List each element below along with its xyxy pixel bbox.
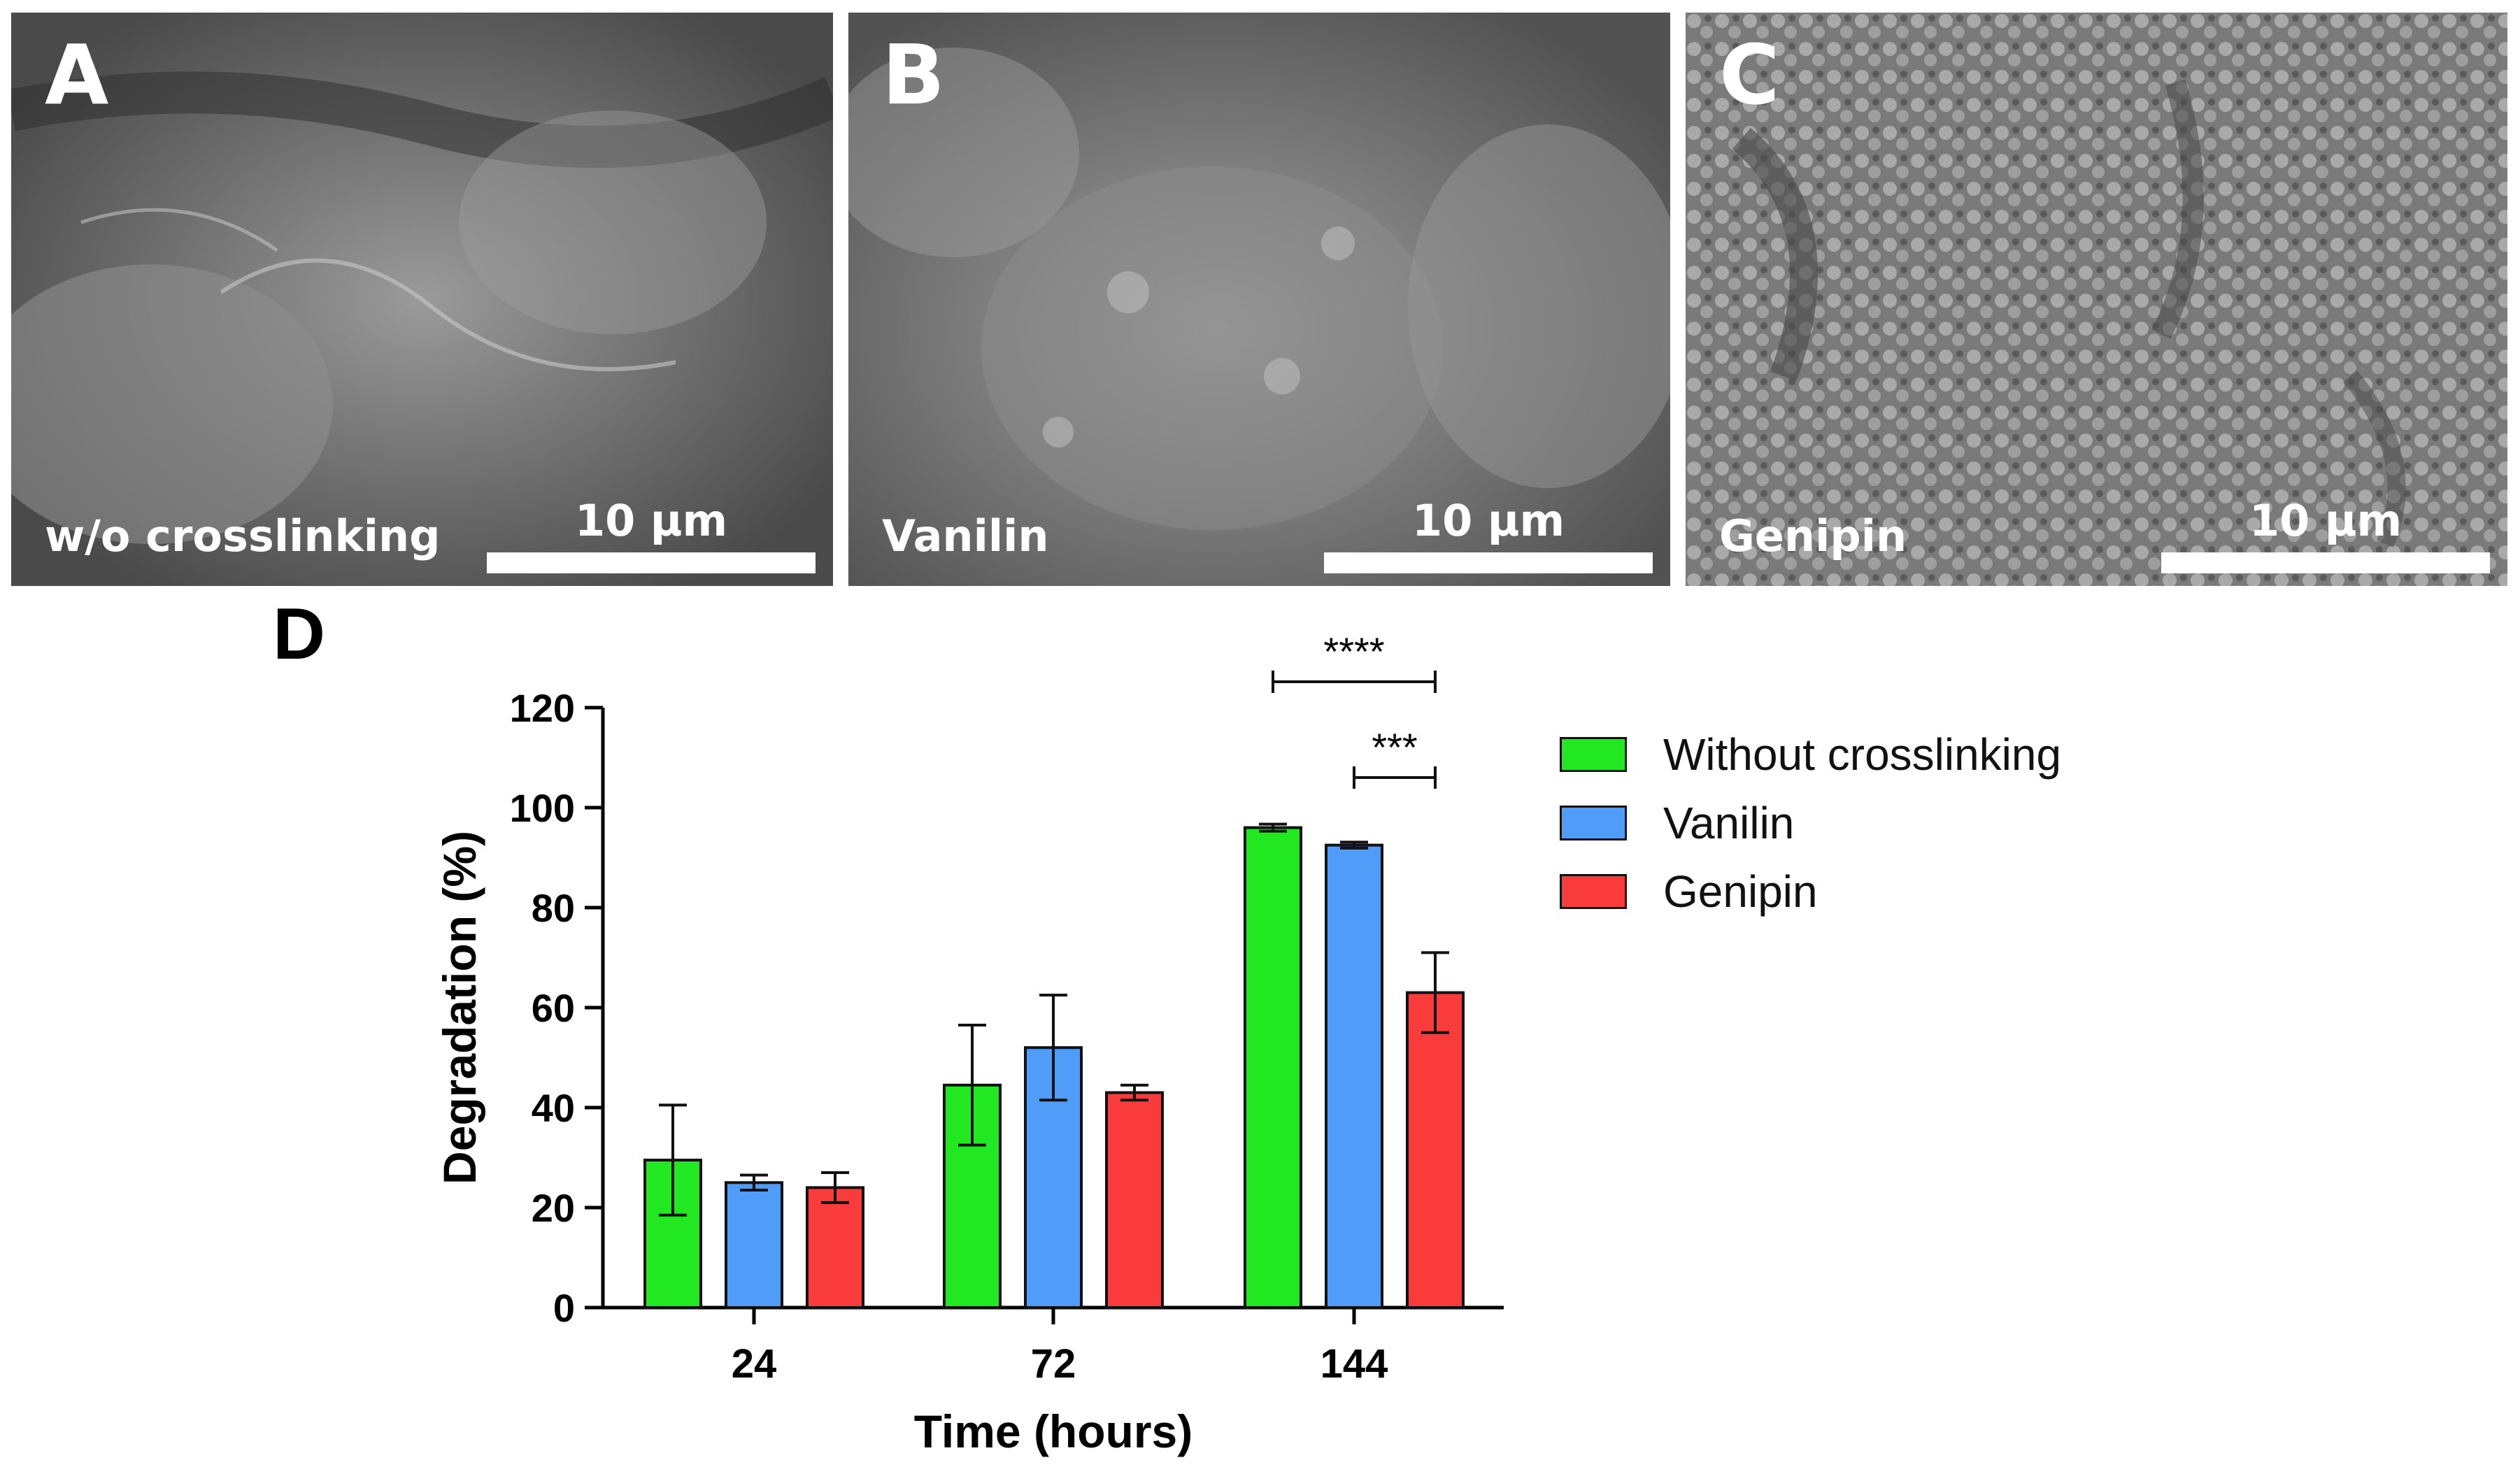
sem-texture-a bbox=[11, 13, 833, 586]
legend-swatch-genipin bbox=[1560, 874, 1627, 909]
legend-item-without-crosslinking: Without crosslinking bbox=[1560, 720, 2061, 789]
bar bbox=[1105, 1091, 1164, 1310]
scale-bar-a bbox=[487, 552, 816, 573]
bar bbox=[1406, 991, 1465, 1310]
panel-letter-b: B bbox=[882, 27, 945, 123]
y-tick-label: 60 bbox=[532, 986, 575, 1030]
y-tick-label: 120 bbox=[510, 686, 575, 730]
scale-bar-b bbox=[1324, 552, 1653, 573]
legend-label-genipin: Genipin bbox=[1663, 866, 1818, 917]
bar bbox=[1325, 843, 1383, 1309]
y-tick-label: 0 bbox=[553, 1286, 575, 1330]
y-axis-label: Degradation (%) bbox=[434, 831, 485, 1185]
sem-caption-c: Genipin bbox=[1719, 510, 1907, 561]
legend-item-genipin: Genipin bbox=[1560, 857, 2061, 926]
legend-label-without-crosslinking: Without crosslinking bbox=[1663, 729, 2062, 780]
scale-label-b: 10 µm bbox=[1411, 495, 1565, 546]
sem-panel-a: A w/o crosslinking 10 µm bbox=[11, 13, 833, 586]
bar bbox=[1244, 826, 1302, 1309]
x-tick-label: 72 bbox=[1031, 1341, 1076, 1387]
sem-caption-a: w/o crosslinking bbox=[45, 510, 441, 561]
legend-item-vanilin: Vanilin bbox=[1560, 789, 2061, 857]
bar bbox=[725, 1181, 783, 1309]
bar bbox=[806, 1186, 864, 1310]
scale-bar-c bbox=[2161, 552, 2490, 573]
chart-legend: Without crosslinking Vanilin Genipin bbox=[1560, 720, 2061, 926]
y-tick-label: 100 bbox=[510, 786, 575, 830]
y-tick-label: 80 bbox=[532, 886, 575, 930]
sem-caption-b: Vanilin bbox=[882, 510, 1049, 561]
sem-panel-b: B Vanilin 10 µm bbox=[848, 13, 1670, 586]
legend-label-vanilin: Vanilin bbox=[1663, 798, 1795, 848]
scale-label-c: 10 µm bbox=[2249, 495, 2402, 546]
sem-texture-b bbox=[848, 13, 1670, 586]
panel-letter-c: C bbox=[1719, 27, 1780, 123]
x-tick-label: 144 bbox=[1320, 1341, 1388, 1387]
sem-panel-c: C Genipin 10 µm bbox=[1686, 13, 2507, 586]
significance-label: *** bbox=[1372, 725, 1417, 769]
x-tick-label: 24 bbox=[732, 1341, 777, 1387]
significance-label: **** bbox=[1323, 629, 1384, 673]
scale-label-a: 10 µm bbox=[574, 495, 728, 546]
legend-swatch-vanilin bbox=[1560, 806, 1627, 840]
y-tick-label: 20 bbox=[532, 1186, 575, 1230]
panel-letter-a: A bbox=[45, 27, 109, 123]
panel-letter-d: D bbox=[273, 594, 326, 675]
legend-swatch-without-crosslinking bbox=[1560, 737, 1627, 772]
x-axis-label: Time (hours) bbox=[914, 1405, 1193, 1457]
sem-texture-c bbox=[1686, 13, 2507, 586]
y-tick-label: 40 bbox=[532, 1086, 575, 1130]
